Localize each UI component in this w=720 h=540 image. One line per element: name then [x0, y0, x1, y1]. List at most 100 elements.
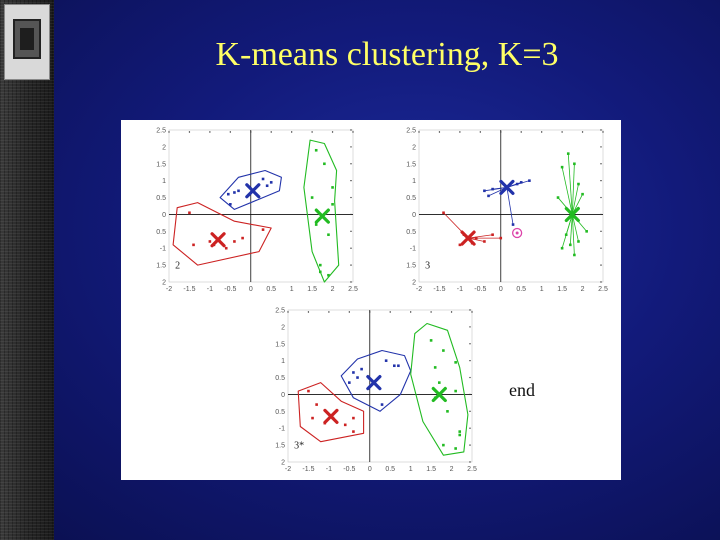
centroid-stroke [431, 386, 447, 403]
data-point [511, 223, 515, 226]
tick-dot [430, 311, 432, 313]
data-point [318, 263, 322, 267]
tick-dot [581, 131, 584, 133]
tick-dot [469, 309, 471, 311]
sidebar-strip [0, 0, 54, 540]
cluster-red [442, 211, 503, 247]
y-tick-label: 1.5 [275, 443, 285, 450]
y-tick-label: 0 [162, 212, 166, 219]
kmeans-plots-svg: -2 -1.5 -1 -0.5 0 0.5 1 1.5 2 2.5 2.5 2 1.5 1 0.5 0 0.5 -… [156, 128, 608, 474]
centroid-marker [245, 183, 261, 199]
plot-frame [287, 309, 473, 463]
data-point [515, 182, 519, 186]
data-point [261, 177, 265, 181]
data-point [318, 270, 322, 274]
data-point [226, 192, 230, 196]
data-point [458, 243, 462, 247]
y-tick-label: 1 [281, 358, 285, 365]
cluster-outline [303, 139, 340, 283]
cluster-red [172, 202, 272, 266]
tick-dot [469, 427, 471, 429]
tick-dot [350, 213, 352, 216]
panel-label: 3 [425, 260, 430, 271]
tick-dot [438, 131, 441, 133]
tick-dot [270, 131, 272, 133]
data-point [237, 189, 240, 193]
centroid-stroke [210, 232, 226, 248]
assignment-line [571, 214, 575, 255]
tick-dot [520, 131, 522, 133]
tick-dot [540, 131, 543, 133]
tick-dot [500, 131, 502, 133]
data-point [261, 228, 265, 231]
x-tick-label: 1.5 [307, 286, 317, 293]
tick-dot [328, 311, 330, 313]
data-point [188, 211, 191, 215]
data-point [384, 359, 388, 362]
tick-dot [600, 281, 602, 283]
tick-dot [602, 131, 604, 133]
data-point [352, 371, 355, 374]
kmeans-figure: -2 -1.5 -1 -0.5 0 0.5 1 1.5 2 2.5 2.5 2 1.5 1 0.5 0 0.5 -… [121, 120, 621, 480]
cluster-blue [219, 169, 282, 210]
centroid-marker [323, 408, 339, 424]
centroid-stroke [499, 179, 515, 196]
logo-emblem-icon [13, 19, 41, 59]
x-tick-label: -1.5 [183, 286, 195, 293]
centroid-marker [499, 179, 515, 196]
tick-dot [469, 376, 471, 379]
tick-dot [469, 461, 471, 463]
x-tick-label: 0.5 [516, 286, 526, 293]
data-point [437, 381, 441, 384]
x-tick-label: -1 [207, 286, 213, 293]
cluster-outline [172, 202, 272, 266]
centroid-marker [314, 208, 330, 224]
data-point [265, 184, 269, 188]
cluster-outline [219, 169, 282, 210]
data-point [331, 203, 334, 206]
data-point [352, 430, 355, 433]
tick-dot [600, 247, 602, 249]
plot-frame [418, 129, 604, 283]
tick-dot [469, 393, 471, 396]
x-tick-label: 2 [450, 466, 454, 473]
y-tick-label: -1 [410, 246, 416, 253]
data-point [483, 240, 486, 243]
data-point [519, 181, 523, 184]
data-point [487, 194, 490, 198]
x-tick-label: 0 [499, 286, 503, 293]
data-point [224, 246, 228, 250]
data-point [499, 236, 503, 240]
data-point [442, 349, 445, 352]
cluster-blue [340, 349, 412, 412]
tick-dot [389, 311, 391, 313]
data-point [229, 203, 232, 206]
y-tick-label: 1.5 [406, 161, 416, 168]
y-tick-label: 2 [281, 460, 285, 467]
x-tick-label: -1 [326, 466, 332, 473]
y-tick-label: 0 [412, 212, 416, 219]
y-tick-label: 1.5 [156, 263, 166, 270]
tick-dot [307, 311, 310, 313]
tick-dot [479, 131, 482, 133]
data-point [310, 196, 314, 199]
x-tick-label: 0.5 [266, 286, 276, 293]
plot-panel-3: -2 -1.5 -1 -0.5 0 0.5 1 1.5 2 2.5 2.5 2 1.5 1 0.5 0 0.5 -… [275, 308, 477, 474]
data-point [560, 165, 564, 169]
tick-dot [418, 131, 420, 133]
data-point [307, 389, 310, 393]
data-point [560, 246, 564, 250]
tick-dot [168, 131, 170, 133]
x-tick-label: 2.5 [598, 286, 608, 293]
centroid-stroke [564, 206, 580, 223]
data-point [564, 233, 568, 237]
data-point [577, 182, 580, 186]
data-point [343, 423, 347, 427]
data-point [585, 230, 588, 233]
data-point [458, 430, 462, 433]
data-point [380, 403, 384, 406]
x-tick-label: 2.5 [467, 466, 477, 473]
tick-dot [369, 311, 371, 313]
tick-dot [331, 131, 334, 133]
data-point [474, 236, 478, 240]
